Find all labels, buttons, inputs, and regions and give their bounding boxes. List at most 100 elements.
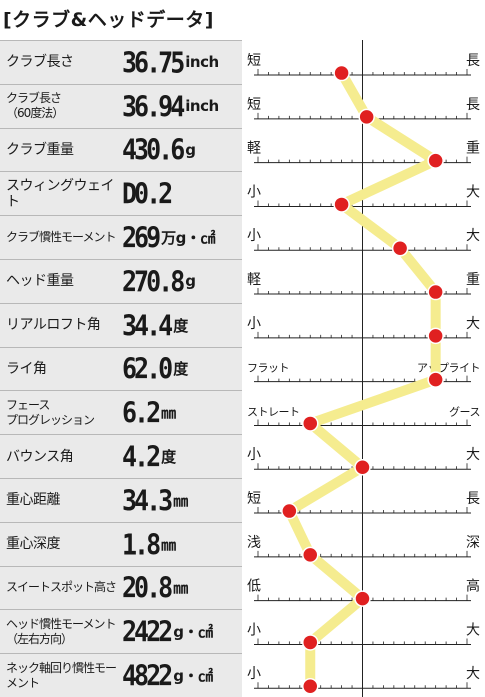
spec-value-cell: 1.8 ㎜ [122, 523, 242, 566]
spec-value: 4.2 [122, 439, 161, 474]
spec-row: クラブ重量 430.6 g [0, 127, 242, 172]
spec-label: クラブ長さ （60度法） [6, 91, 64, 121]
spec-unit: g [185, 140, 196, 159]
data-point [354, 458, 371, 476]
spec-value: 36.75 [122, 45, 185, 80]
data-point [302, 546, 319, 564]
spec-table: クラブ長さ 36.75 inch クラブ長さ （60度法） 36.94 inch クラブ重量… [0, 40, 242, 697]
scale-right-label: 大 [466, 184, 480, 200]
spec-value: 1.8 [122, 527, 161, 561]
spec-value-cell: 4.2 度 [122, 435, 242, 478]
spec-value: 34.3 [122, 483, 173, 518]
scale-right-label: 高 [466, 578, 480, 595]
scale-left-label: 小 [247, 316, 261, 332]
data-point [427, 327, 444, 345]
spec-value: 34.4 [122, 308, 173, 342]
scale-left-label: 短 [247, 491, 261, 507]
spec-row: ヘッド慣性モーメント （左右方向） 2422 g・㎠ [0, 609, 242, 653]
scale-right-label: 深 [466, 535, 480, 551]
spec-row: 重心深度 1.8 ㎜ [0, 521, 242, 566]
spec-unit: inch [185, 97, 219, 116]
scale-right-label: 長 [466, 53, 480, 69]
spec-label: 重心深度 [6, 536, 61, 553]
spec-unit: g [185, 272, 196, 291]
spec-value-cell: 34.3 ㎜ [122, 479, 242, 522]
scale-left-label: 小 [247, 184, 261, 200]
spec-value: 269 [122, 220, 161, 255]
spec-row: リアルロフト角 34.4 度 [0, 302, 242, 347]
spec-value-cell: 2422 g・㎠ [122, 610, 242, 653]
spec-row: クラブ慣性モーメント 269 万g・㎠ [0, 215, 242, 259]
chart-title: [クラブ&ヘッドデータ] [3, 9, 214, 31]
scale-left-label: 軽 [247, 141, 261, 157]
scale-left-label: 浅 [247, 535, 261, 551]
scale-left-label: 小 [247, 228, 261, 244]
spec-value: D0.2 [122, 177, 173, 211]
spec-label: クラブ慣性モーメント [6, 230, 117, 245]
scale-left-label: ストレート [247, 405, 300, 418]
scale-left-label: フラット [247, 362, 289, 375]
scale-right-label: 大 [466, 622, 480, 638]
spec-chart: 短長短 長軽 重小 大小 大軽 重小 大フラット アップライトストレート グース小 大短 長浅 深低高… [247, 40, 481, 697]
spec-row: クラブ長さ 36.75 inch [0, 40, 242, 84]
spec-value-cell: 4822 g・㎠ [122, 654, 242, 697]
spec-unit: 万g・㎠ [161, 229, 215, 248]
spec-unit: inch [185, 53, 219, 72]
data-point [302, 634, 319, 651]
spec-label: フェース プログレッション [6, 397, 95, 427]
scale-right-label: 大 [466, 666, 480, 682]
spec-label: クラブ重量 [6, 141, 74, 158]
spec-row: ネック軸回り慣性モーメント 4822 g・㎠ [0, 653, 242, 697]
scale-right-label: 大 [466, 447, 480, 463]
spec-value: 20.8 [122, 571, 173, 605]
spec-unit: ㎜ [161, 535, 176, 554]
data-point [302, 415, 319, 432]
spec-label: ヘッド慣性モーメント （左右方向） [6, 616, 117, 646]
scale-left-label: 小 [247, 666, 261, 682]
scale-left-label: 短 [247, 97, 261, 113]
spec-value: 270.8 [122, 264, 185, 299]
spec-label: リアルロフト角 [6, 317, 101, 334]
scale-right-label: 大 [466, 316, 480, 332]
spec-row: ヘッド重量 270.8 g [0, 259, 242, 303]
spec-row: フェース プログレッション 6.2 ㎜ [0, 390, 242, 434]
spec-unit: 度 [173, 360, 188, 379]
spec-value-cell: 34.4 度 [122, 304, 242, 347]
spec-label: スイートスポット高さ [6, 580, 117, 595]
data-point [427, 152, 444, 169]
spec-label: バウンス角 [6, 448, 74, 465]
scale-left-label: 軽 [247, 272, 261, 288]
spec-value-cell: 62.0 度 [122, 348, 242, 391]
spec-value: 2422 [122, 615, 173, 649]
spec-value-cell: 270.8 g [122, 260, 242, 303]
data-point [354, 590, 371, 607]
data-point [358, 108, 375, 126]
spec-label: ヘッド重量 [6, 273, 74, 290]
spec-label: ネック軸回り慣性モーメント [6, 660, 117, 690]
data-point [333, 64, 350, 82]
scale-right-label: 重 [466, 141, 480, 157]
data-point [391, 239, 409, 257]
spec-value-cell: 6.2 ㎜ [122, 391, 242, 434]
spec-row: スウィングウェイト D0.2 [0, 171, 242, 215]
scale-left-label: 小 [247, 447, 261, 463]
spec-unit: ㎜ [161, 404, 176, 423]
spec-label: 重心距離 [6, 492, 61, 509]
scale-left-label: 低 [247, 579, 261, 595]
spec-unit: 度 [161, 448, 176, 467]
spec-row: クラブ長さ （60度法） 36.94 inch [0, 83, 242, 128]
spec-row: スイートスポット高さ 20.8 ㎜ [0, 565, 242, 610]
scale-right-label: 長 [466, 97, 480, 113]
spec-unit: 度 [173, 316, 188, 335]
spec-unit: g・㎠ [173, 623, 213, 642]
spec-value-cell: 36.94 inch [122, 85, 242, 128]
data-point [333, 196, 350, 213]
scale-left-label: 小 [247, 622, 261, 638]
scale-right-label: 長 [466, 491, 480, 507]
spec-value-cell: 269 万g・㎠ [122, 216, 242, 259]
spec-value-cell: D0.2 [122, 172, 242, 215]
scale-right-label: アップライト [417, 362, 480, 375]
data-point [427, 283, 444, 301]
data-point [302, 677, 319, 695]
spec-unit: ㎜ [173, 491, 188, 510]
